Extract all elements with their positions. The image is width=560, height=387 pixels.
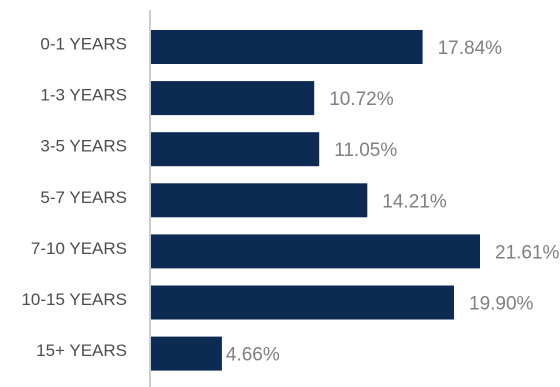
category-label: 7-10 YEARS <box>31 239 127 258</box>
value-label: 19.90% <box>469 294 534 315</box>
bar <box>151 234 480 269</box>
value-label: 4.66% <box>226 345 280 366</box>
bar <box>151 81 315 116</box>
bar-row: 15+ YEARS 4.66% <box>36 336 280 371</box>
bar-row: 0-1 YEARS 17.84% <box>40 30 502 64</box>
value-label: 17.84% <box>438 38 503 59</box>
value-label: 10.72% <box>329 89 394 110</box>
category-label: 5-7 YEARS <box>40 188 127 207</box>
bar-row: 10-15 YEARS 19.90% <box>21 285 534 320</box>
value-label: 11.05% <box>334 140 397 161</box>
category-label: 15+ YEARS <box>36 341 127 360</box>
bars-layer: 0-1 YEARS 17.84% 1-3 YEARS 10.72% 3-5 YEARS 1… <box>21 30 560 371</box>
value-label: 21.61% <box>495 242 560 263</box>
bar <box>151 132 320 167</box>
bar-row: 1-3 YEARS 10.72% <box>40 81 394 116</box>
bar <box>151 336 222 371</box>
bar-row: 5-7 YEARS 14.21% <box>40 183 447 218</box>
category-label: 1-3 YEARS <box>40 86 127 105</box>
category-label: 10-15 YEARS <box>21 290 127 309</box>
value-label: 14.21% <box>382 191 447 212</box>
category-label: 3-5 YEARS <box>40 137 127 156</box>
bar <box>151 285 454 320</box>
bar-row: 7-10 YEARS 21.61% <box>31 234 560 269</box>
bar <box>151 30 423 64</box>
bar-row: 3-5 YEARS 11.05% <box>40 132 397 167</box>
category-label: 0-1 YEARS <box>40 34 127 53</box>
bar <box>151 183 368 218</box>
